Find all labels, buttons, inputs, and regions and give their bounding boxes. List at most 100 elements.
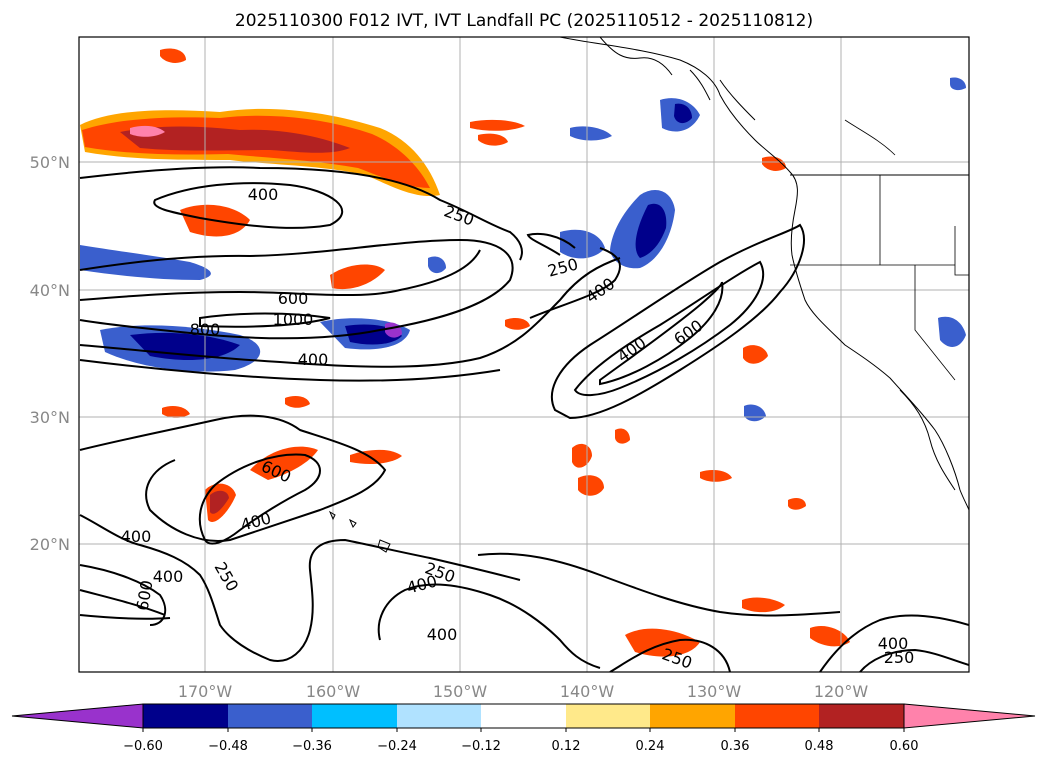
contour-ivt — [79, 257, 621, 368]
ivt-contours — [79, 166, 969, 672]
positive-pc-region — [470, 119, 525, 131]
contour-ivt — [79, 359, 501, 382]
negative-pc-region — [560, 229, 605, 259]
negative-pc-region — [80, 245, 211, 280]
coastline-baja — [899, 389, 956, 491]
negative-pc-region — [635, 203, 667, 258]
contour-label: 400 — [121, 527, 152, 546]
gridlines — [79, 37, 969, 672]
contour-ivt — [79, 589, 171, 620]
colorbar-segment — [143, 704, 228, 728]
lon-label-170w: 170°W — [178, 682, 233, 701]
positive-pc-region — [285, 396, 310, 408]
contour-ivt — [79, 166, 523, 261]
colorbar-tick-label: 0.36 — [721, 739, 750, 754]
colorbar-tick-label: −0.36 — [292, 739, 332, 754]
positive-pc-region — [700, 470, 732, 482]
shaded-ivt-fields — [80, 48, 966, 657]
negative-pc-region — [674, 103, 692, 124]
contour-label: 400 — [153, 567, 184, 586]
contour-ivt — [79, 414, 387, 542]
colorbar-tick-label: −0.24 — [377, 739, 417, 754]
colorbar-tick-label: 0.12 — [552, 739, 581, 754]
colorbar-tick-label: 0.48 — [805, 739, 834, 754]
colorbar-segment — [11, 703, 144, 729]
contour-label: 800 — [190, 320, 221, 339]
contour-ivt — [79, 238, 514, 340]
contour-ivt — [79, 514, 521, 662]
colorbar-segment — [566, 704, 650, 728]
positive-pc-region — [505, 318, 530, 330]
positive-pc-region — [130, 125, 165, 137]
positive-pc-region — [162, 406, 190, 418]
negative-pc-region — [130, 332, 240, 361]
positive-pc-region — [762, 156, 786, 171]
contour-ivt — [153, 182, 344, 229]
map-frame — [78, 36, 970, 673]
colorbar-segment — [903, 703, 1036, 729]
contour-label: 400 — [427, 625, 458, 644]
contour-label: 400 — [878, 634, 909, 653]
longitude-labels: 170°W 160°W 150°W 140°W 130°W 120°W — [178, 682, 869, 701]
colorbar-tick-label: 0.60 — [890, 739, 919, 754]
colorbar-segment — [397, 704, 481, 728]
coastline-hawaii — [328, 510, 391, 553]
contour-label: 1000 — [273, 310, 314, 329]
lon-label-160w: 160°W — [306, 682, 361, 701]
colorbar-tick-label: −0.48 — [208, 739, 248, 754]
positive-pc-region — [478, 133, 508, 146]
colorbar-tick-label: 0.24 — [636, 739, 665, 754]
lat-label-40n: 40°N — [30, 281, 70, 300]
lon-label-120w: 120°W — [814, 682, 869, 701]
lon-label-140w: 140°W — [560, 682, 615, 701]
contour-ivt — [526, 232, 621, 319]
colorbar-segment — [735, 704, 819, 728]
contour-ivt — [819, 614, 969, 672]
map-panel: 400 250 250 600 1000 800 400 400 400 600… — [78, 36, 970, 673]
colorbar-segment — [819, 704, 904, 728]
positive-pc-region — [615, 428, 630, 444]
lat-label-30n: 30°N — [30, 408, 70, 427]
latitude-labels: 50°N 40°N 30°N 20°N — [30, 153, 70, 554]
contour-ivt — [79, 249, 481, 301]
positive-pc-region — [742, 597, 785, 613]
figure-title: 2025110300 F012 IVT, IVT Landfall PC (20… — [235, 11, 813, 31]
contour-ivt — [550, 223, 805, 420]
positive-pc-region — [120, 126, 350, 153]
negative-pc-region — [950, 77, 966, 91]
colorbar-segment — [481, 704, 566, 728]
contour-ivt — [198, 453, 321, 545]
negative-pc-region — [570, 126, 612, 141]
coastline-north-america — [559, 37, 969, 511]
negative-pc-region — [428, 256, 446, 274]
positive-pc-region — [578, 475, 604, 496]
lon-label-130w: 130°W — [687, 682, 742, 701]
colorbar-frame — [142, 703, 905, 729]
positive-pc-region — [625, 628, 700, 657]
positive-pc-region — [810, 625, 850, 647]
contour-label: 250 — [884, 648, 915, 667]
positive-pc-region — [210, 490, 229, 514]
colorbar: −0.60 −0.48 −0.36 −0.24 −0.12 0.12 0.24 … — [11, 703, 1036, 754]
contour-ivt — [199, 312, 331, 328]
positive-pc-region — [330, 264, 385, 290]
contour-ivt — [573, 260, 765, 396]
contour-ivt — [79, 564, 167, 626]
contour-label: 400 — [248, 185, 279, 204]
state-borders — [790, 119, 969, 381]
colorbar-segment — [312, 704, 397, 728]
lat-label-50n: 50°N — [30, 153, 70, 172]
positive-pc-region — [743, 345, 768, 364]
coastline-alaska-panhandle — [599, 37, 756, 121]
contour-label: 600 — [278, 289, 309, 308]
contour-label: 400 — [298, 350, 329, 369]
contour-ivt — [377, 583, 731, 672]
positive-pc-region — [788, 498, 806, 510]
colorbar-tick-label: −0.60 — [123, 739, 163, 754]
colorbar-tick-labels: −0.60 −0.48 −0.36 −0.24 −0.12 0.12 0.24 … — [123, 739, 918, 754]
contour-ivt — [477, 552, 841, 617]
colorbar-tick-label: −0.12 — [461, 739, 501, 754]
positive-pc-region — [160, 48, 186, 63]
coastlines — [328, 37, 969, 553]
lat-label-20n: 20°N — [30, 535, 70, 554]
